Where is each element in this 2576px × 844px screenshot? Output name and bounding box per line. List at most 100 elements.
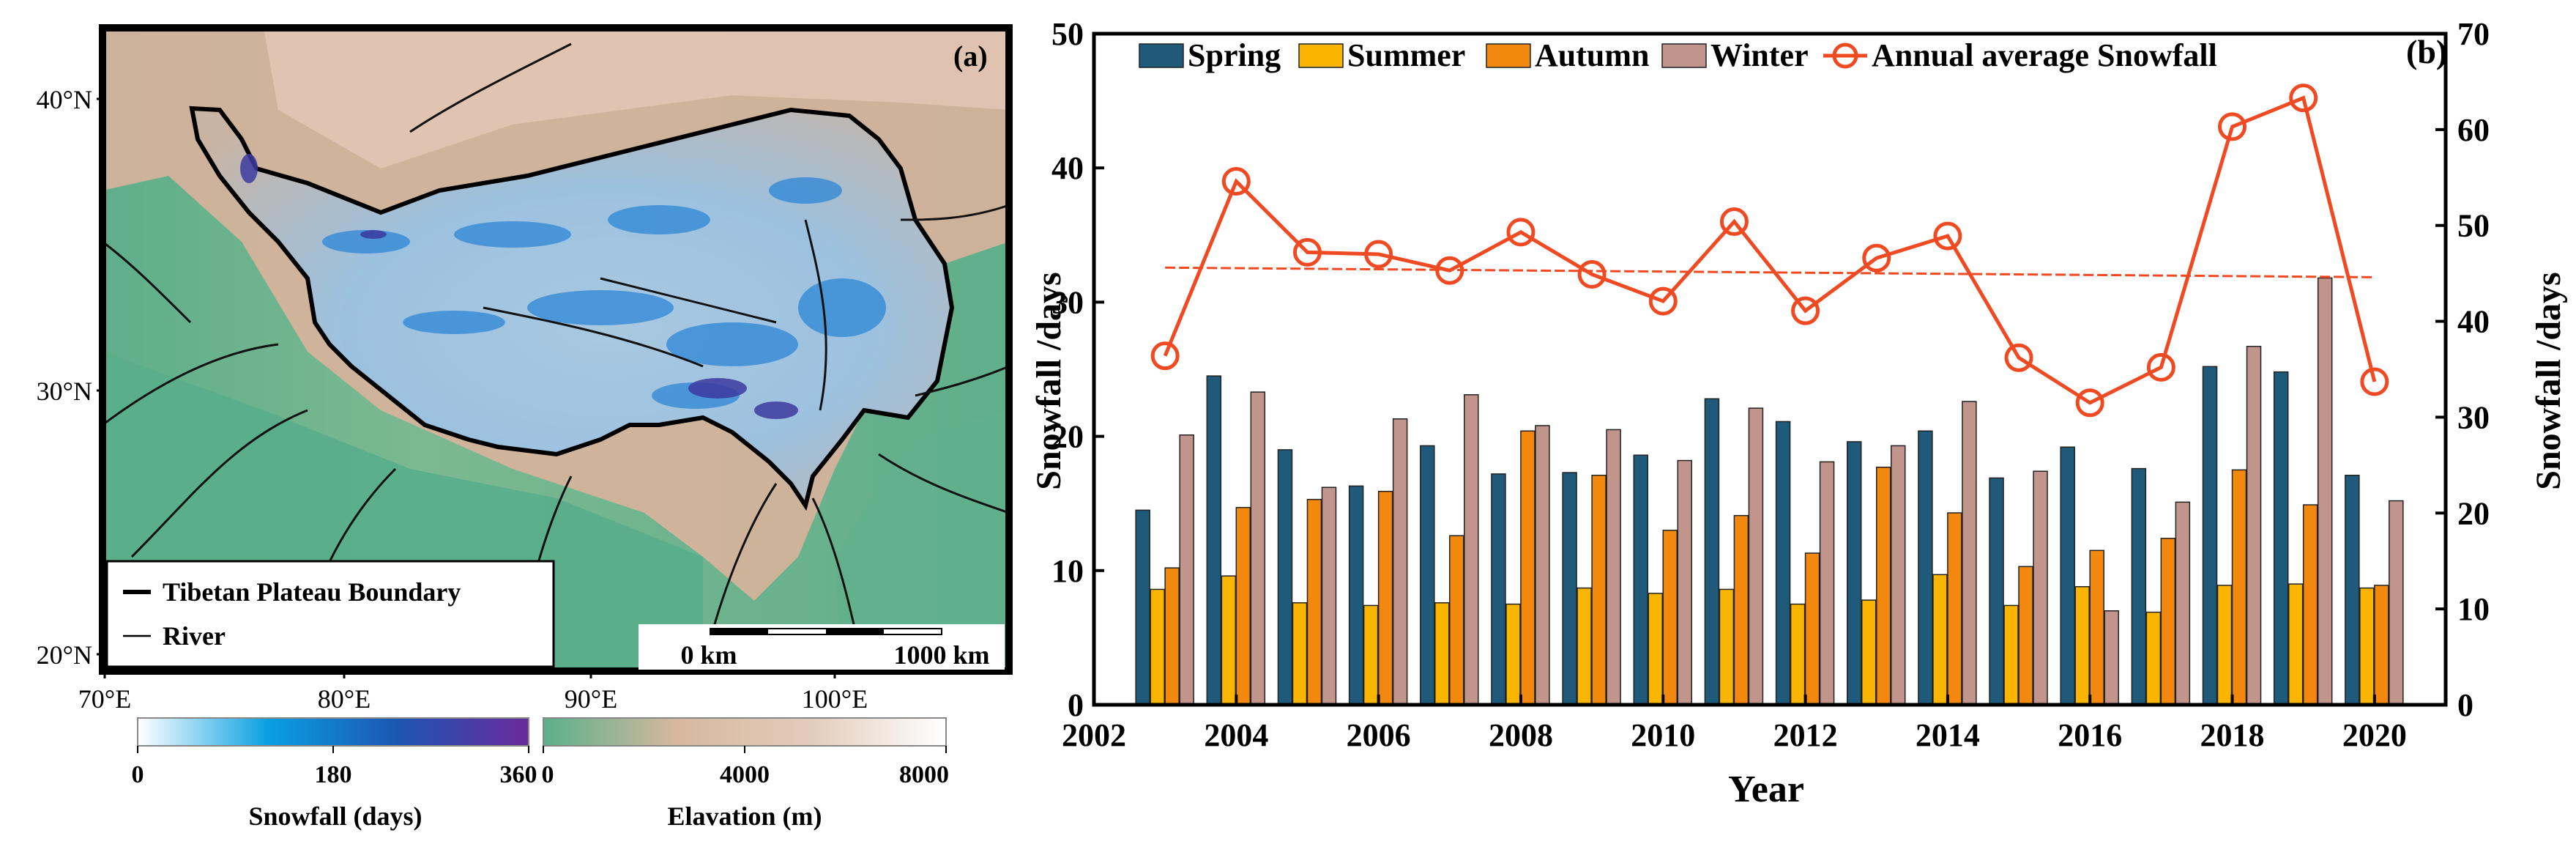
- legend-swatch-summer: [1298, 43, 1344, 68]
- legend-river-label: River: [163, 621, 226, 651]
- chart-panel: 2002 2004 2006 2008 2010 2012 2014 2016 2018 2020…: [1030, 16, 2568, 810]
- lon-tick-70: 70°E: [78, 684, 131, 714]
- bar-summer-2009: [1577, 587, 1592, 706]
- bar-autumn-2018: [2231, 469, 2247, 706]
- colorbar-elevation-tick-4000: 4000: [720, 761, 770, 788]
- colorbar-elevation-tick-0: 0: [542, 761, 554, 788]
- annual-average-point-2005: [1292, 237, 1322, 267]
- bar-spring-2011: [1704, 398, 1720, 706]
- legend-label-summer: Summer: [1347, 37, 1465, 73]
- colorbar-elevation-title: Elavation (m): [668, 802, 822, 831]
- lon-tick-80: 80°E: [318, 684, 371, 714]
- lat-tick-20: 20°N: [37, 640, 92, 670]
- annual-average-line: [1163, 95, 2377, 405]
- bar-summer-2017: [2145, 611, 2162, 706]
- bar-spring-2008: [1491, 473, 1506, 706]
- bar-spring-2003: [1135, 509, 1150, 706]
- colorbar-snowfall-tick-0: 0: [132, 761, 144, 788]
- bar-autumn-2017: [2160, 538, 2176, 706]
- bar-autumn-2011: [1733, 514, 1749, 706]
- bar-summer-2018: [2216, 585, 2233, 706]
- bar-winter-2004: [1250, 391, 1266, 706]
- bar-winter-2012: [1819, 461, 1835, 706]
- bar-winter-2009: [1606, 429, 1621, 706]
- bar-winter-2016: [2104, 610, 2119, 706]
- snowfall-patches: [322, 177, 886, 409]
- colorbar-snowfall-title: Snowfall (days): [248, 802, 422, 831]
- bar-autumn-2008: [1520, 430, 1535, 706]
- x-tick-2006: 2006: [1347, 717, 1411, 753]
- bar-spring-2017: [2131, 467, 2147, 706]
- bar-winter-2008: [1535, 425, 1550, 706]
- lowland-east: [835, 410, 1009, 671]
- y-left-tick-40: 40: [1051, 150, 1084, 186]
- y-left-tick-0: 0: [1068, 687, 1084, 723]
- bar-spring-2012: [1775, 421, 1791, 706]
- bar-winter-2017: [2175, 501, 2191, 706]
- bar-summer-2014: [1932, 574, 1948, 706]
- bar-autumn-2019: [2302, 504, 2318, 706]
- bar-autumn-2007: [1449, 535, 1464, 706]
- plot-frame: [1092, 32, 2448, 707]
- y-right-tick-30: 30: [2457, 399, 2490, 435]
- chart-legend: Spring Summer Autumn Winter Annual average S…: [1139, 37, 2217, 73]
- bar-winter-2019: [2317, 277, 2333, 706]
- bar-autumn-2020: [2374, 585, 2389, 706]
- bar-spring-2005: [1277, 449, 1293, 706]
- chart-axes: 2002 2004 2006 2008 2010 2012 2014 2016 2018 2020…: [1051, 16, 2490, 753]
- bar-winter-2015: [2033, 470, 2048, 706]
- y-axis-right-title: Snowfall /days: [2529, 272, 2568, 489]
- y-axis-left-title: Snowfall /days: [1030, 272, 1068, 489]
- bar-spring-2006: [1348, 485, 1364, 706]
- x-tick-2004: 2004: [1204, 717, 1268, 753]
- bar-spring-2016: [2060, 446, 2075, 706]
- bar-summer-2007: [1434, 602, 1450, 706]
- x-tick-2012: 2012: [1773, 717, 1838, 753]
- bar-summer-2010: [1648, 593, 1664, 706]
- panel-a-label: (a): [953, 40, 988, 73]
- bar-summer-2011: [1719, 588, 1735, 706]
- y-left-tick-30: 30: [1051, 284, 1084, 320]
- y-left-tick-20: 20: [1051, 419, 1084, 455]
- bar-spring-2004: [1206, 375, 1222, 706]
- annual-average-point-2004: [1221, 167, 1251, 196]
- colorbar-elevation: 0 4000 8000 Elavation (m): [542, 717, 949, 831]
- bar-spring-2020: [2345, 474, 2360, 706]
- lat-tick-30: 30°N: [37, 377, 92, 406]
- x-axis-title: Year: [1728, 769, 1804, 810]
- bar-summer-2003: [1150, 588, 1165, 706]
- map-panel: (a) 40°N 30°N 20°N 70°E 80°E 90°E 100°E …: [37, 24, 1013, 831]
- y-right-tick-70: 70: [2457, 16, 2490, 52]
- lon-tick-90: 90°E: [565, 684, 617, 714]
- bar-winter-2020: [2389, 500, 2404, 706]
- annual-average-point-2018: [2218, 112, 2247, 141]
- bar-autumn-2014: [1947, 512, 1962, 706]
- bar-autumn-2009: [1591, 474, 1607, 706]
- legend-label-autumn: Autumn: [1535, 37, 1650, 73]
- x-tick-2014: 2014: [1916, 717, 1980, 753]
- bar-winter-2014: [1962, 401, 1977, 706]
- scale-bar-end: 1000 km: [893, 640, 989, 670]
- legend-boundary-label: Tibetan Plateau Boundary: [163, 577, 461, 607]
- y-right-tick-0: 0: [2457, 687, 2473, 723]
- bar-summer-2013: [1861, 599, 1877, 706]
- bar-summer-2006: [1363, 604, 1379, 706]
- bar-summer-2020: [2359, 587, 2375, 706]
- x-tick-2010: 2010: [1631, 717, 1695, 753]
- legend-swatch-annual-average-snowfall: [1823, 42, 1867, 69]
- bar-winter-2018: [2246, 346, 2262, 706]
- y-right-tick-60: 60: [2457, 112, 2490, 148]
- panel-b-label: (b): [2406, 33, 2447, 70]
- bar-autumn-2003: [1164, 567, 1180, 706]
- bar-autumn-2013: [1875, 466, 1891, 706]
- bar-summer-2015: [2003, 604, 2019, 706]
- bar-spring-2014: [1918, 430, 1933, 706]
- annual-average-point-2009: [1577, 259, 1607, 289]
- annual-average-point-2014: [1933, 221, 1962, 251]
- annual-average-point-2008: [1506, 218, 1535, 247]
- map-legend: Tibetan Plateau Boundary River: [105, 560, 555, 668]
- chart-lines: [1150, 84, 2389, 418]
- annual-average-point-2015: [2004, 343, 2033, 372]
- bar-summer-2019: [2287, 583, 2304, 706]
- x-tick-2008: 2008: [1489, 717, 1553, 753]
